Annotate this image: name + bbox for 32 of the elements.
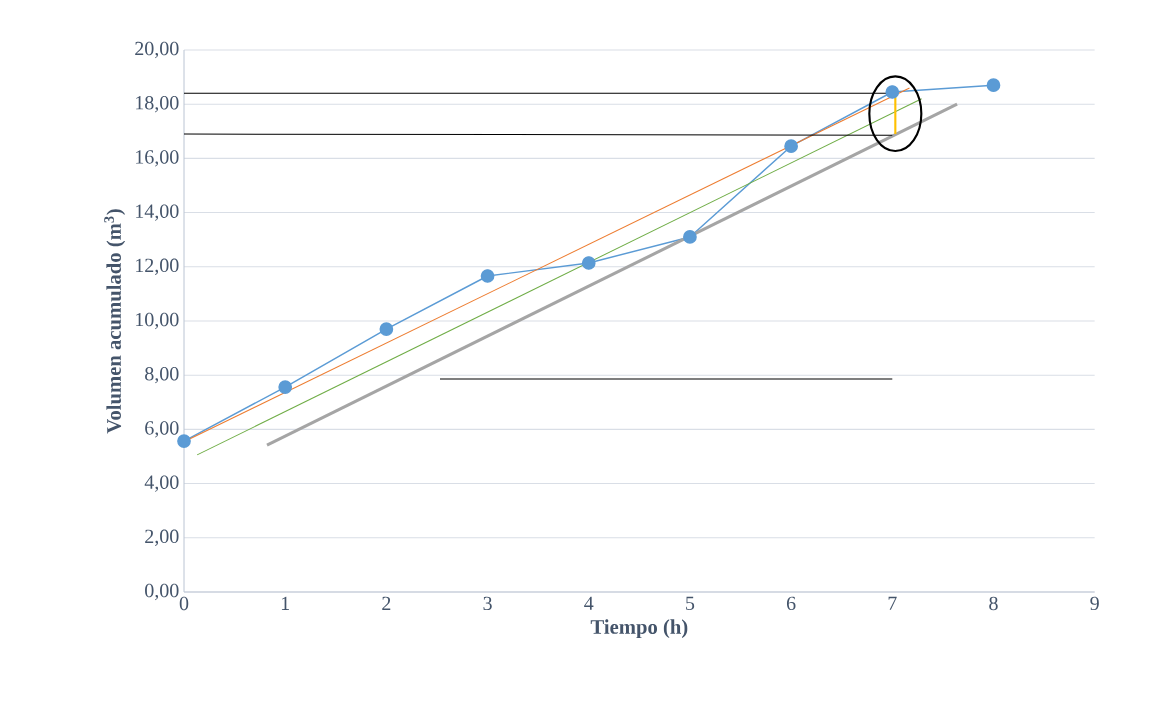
y-tick-label: 18,00 [136,96,179,113]
y-tick-label: 0,00 [145,583,179,601]
point [581,256,596,270]
x-tick-label: 5 [686,596,695,610]
x-tick-label: 6 [786,596,796,611]
y-tick-label: 8,00 [145,367,179,384]
y-tick-label: 20,00 [135,41,179,59]
y-axis-title: Volumen acumulado (m$^{3}$) [104,209,126,434]
x-tick-label: 4 [584,596,594,610]
y-tick-label: 4,00 [144,475,179,492]
point [480,269,495,283]
x-tick-label: 2 [382,596,391,610]
y-tick-label: 6,00 [145,421,179,438]
x-axis-title: Tiempo (h) [590,619,688,639]
x-tick-label: 3 [483,596,492,611]
point [379,322,394,336]
x-tick-label: 1 [281,596,289,610]
point [784,139,798,154]
y-tick-label: 12,00 [136,258,179,275]
y-tick-label: 2,00 [145,529,179,546]
point [278,380,293,394]
point [885,85,900,99]
point [986,78,1001,93]
point [683,230,697,244]
y-tick-label: 14,00 [136,204,179,221]
x-tick-label: 9 [1090,596,1099,611]
x-tick-label: 8 [989,596,998,611]
x-tick-label: 7 [888,596,897,610]
point [177,434,191,448]
y-tick-label: 16,00 [136,150,179,167]
x-tick-label: 0 [179,596,189,611]
y-tick-label: 10,00 [136,312,179,330]
